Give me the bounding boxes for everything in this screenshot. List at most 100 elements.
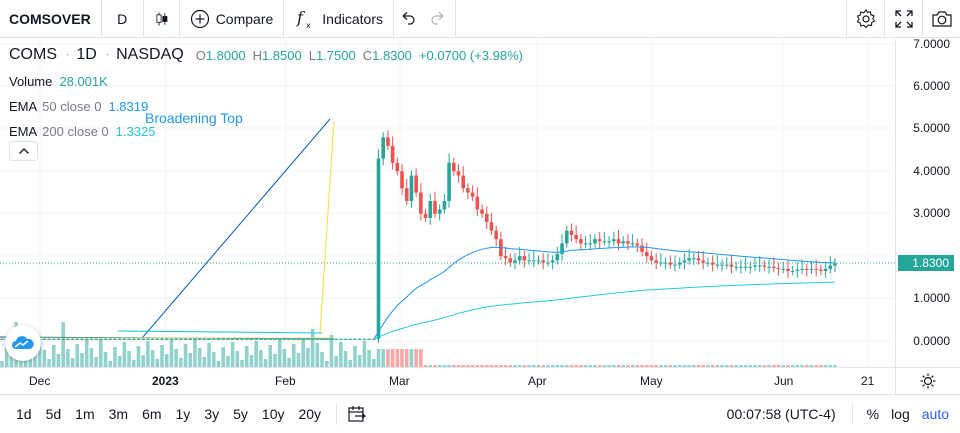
tradingview-logo-badge[interactable]: [5, 325, 41, 361]
undo-button[interactable]: [394, 0, 422, 38]
time-tick: 2023: [152, 374, 179, 388]
range-6m[interactable]: 6m: [142, 406, 162, 422]
volume-bar: [240, 360, 244, 367]
clock-timezone[interactable]: 00:07:58 (UTC-4): [726, 406, 836, 422]
range-3y[interactable]: 3y: [204, 406, 220, 422]
candle-body: [306, 338, 310, 340]
price-axis[interactable]: 7.0000 6.0000 5.0000 4.0000 3.0000 1.000…: [895, 37, 960, 367]
volume-bar: [357, 355, 362, 367]
volume-bar: [588, 365, 593, 367]
axis-settings-button[interactable]: [895, 367, 960, 394]
volume-bar: [748, 365, 753, 367]
candle-body: [635, 243, 640, 246]
candle-body: [772, 266, 776, 269]
fullscreen-button[interactable]: [884, 0, 922, 38]
candle-body: [263, 338, 268, 340]
candlestick-series: [0, 130, 837, 344]
candle-body: [395, 162, 400, 172]
candle-body: [141, 338, 145, 340]
candle-body: [649, 256, 654, 261]
volume-bar: [461, 365, 466, 367]
legend-ema50-row[interactable]: EMA 50 close 0 1.8319: [9, 94, 523, 119]
legend-ema200-row[interactable]: EMA 200 close 0 1.3325: [9, 119, 523, 144]
volume-bar: [348, 360, 353, 367]
candle-body: [414, 175, 418, 193]
legend-symbol[interactable]: COMS: [9, 46, 57, 63]
candle-body: [527, 260, 531, 262]
candle-body: [273, 338, 277, 340]
fullscreen-icon: [894, 10, 913, 28]
interval-button[interactable]: D: [102, 0, 144, 38]
volume-bar: [560, 365, 564, 367]
volume-bar: [724, 365, 729, 367]
candle-body: [668, 262, 673, 265]
range-10y[interactable]: 10y: [261, 406, 285, 422]
log-toggle[interactable]: log: [891, 406, 910, 422]
screenshot-button[interactable]: [922, 0, 960, 38]
candle-body: [409, 175, 414, 201]
candle-body: [423, 213, 428, 218]
compare-button[interactable]: Compare: [180, 0, 285, 38]
candle-body: [621, 241, 626, 244]
range-1y[interactable]: 1y: [175, 406, 191, 422]
range-1m[interactable]: 1m: [75, 406, 95, 422]
range-5d[interactable]: 5d: [45, 406, 62, 422]
candle-body: [814, 268, 818, 270]
volume-bar: [230, 342, 235, 367]
range-1d[interactable]: 1d: [16, 406, 32, 422]
candle-body: [682, 260, 687, 263]
volume-bar: [701, 365, 706, 367]
chart-type-button[interactable]: [144, 0, 180, 38]
volume-bar: [89, 348, 94, 367]
settings-button[interactable]: [846, 0, 884, 38]
volume-bar: [404, 349, 409, 367]
volume-bar: [376, 349, 381, 367]
time-tick: 21: [861, 374, 875, 388]
volume-bar: [249, 355, 254, 367]
volume-bar: [282, 349, 287, 367]
candle-body: [757, 265, 762, 267]
symbol-search[interactable]: COMSOVER: [0, 0, 102, 38]
chart-legend: COMS · 1D · NASDAQ O 1.8000 H 1.8500 L 1.75…: [9, 46, 523, 144]
range-20y[interactable]: 20y: [298, 406, 322, 422]
auto-toggle[interactable]: auto: [921, 406, 949, 422]
volume-bar: [663, 365, 668, 367]
candle-body: [790, 270, 795, 272]
candle-body: [282, 338, 287, 340]
candle-body: [461, 175, 466, 189]
volume-bar: [677, 365, 682, 367]
collapse-legend-button[interactable]: [9, 141, 38, 161]
range-5y[interactable]: 5y: [233, 406, 248, 422]
legend-volume-row[interactable]: Volume 28.001K: [9, 69, 523, 94]
range-3m[interactable]: 3m: [108, 406, 129, 422]
volume-bar: [546, 365, 550, 367]
go-to-date-button[interactable]: [347, 405, 367, 423]
candle-body: [739, 266, 743, 268]
volume-bar: [442, 365, 447, 367]
candle-body: [362, 338, 367, 340]
high-value: 1.8500: [261, 47, 302, 63]
candle-body: [513, 260, 517, 263]
candle-body: [447, 162, 451, 201]
pattern-annotation[interactable]: Broadening Top: [145, 110, 243, 126]
volume-bar: [367, 350, 371, 367]
high-key: H: [252, 47, 262, 63]
candle-body: [240, 338, 244, 340]
volume-bar: [211, 352, 216, 367]
candle-body: [588, 243, 593, 245]
redo-button[interactable]: [422, 0, 456, 38]
volume-bar: [273, 354, 277, 367]
volume-bar: [635, 365, 640, 367]
ema50-value: 1.8319: [108, 99, 149, 114]
open-key: O: [195, 47, 206, 63]
percent-toggle[interactable]: %: [866, 406, 880, 422]
broadening-top-drawing[interactable]: [0, 118, 335, 340]
legend-exchange: NASDAQ: [116, 46, 184, 63]
indicators-button[interactable]: f x Indicators: [284, 0, 394, 38]
volume-bar: [179, 358, 183, 367]
volume-bar: [99, 339, 103, 367]
volume-bar: [409, 349, 414, 367]
candle-body: [94, 338, 98, 340]
time-axis[interactable]: Dec 2023 Feb Mar Apr May Jun 21: [0, 367, 960, 394]
volume-bar: [828, 365, 833, 367]
